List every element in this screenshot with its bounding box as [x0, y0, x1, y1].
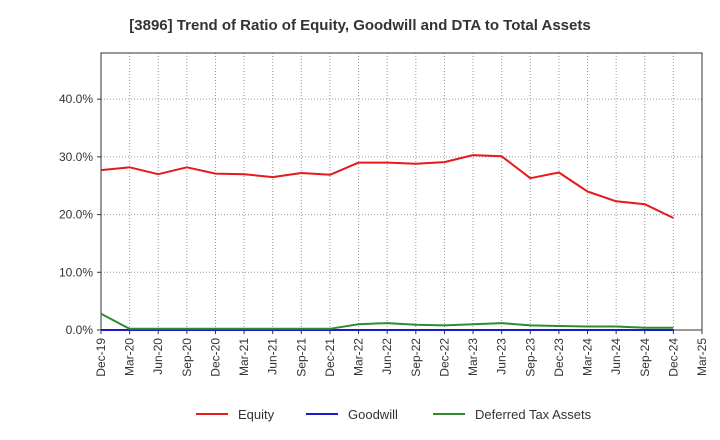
x-tick-label: Mar-21 [237, 338, 251, 376]
x-tick-label: Mar-22 [352, 338, 366, 376]
x-axis: Dec-19 Mar-20 Jun-20 Sep-20 Dec-20 Mar-21 Jun-… [94, 330, 709, 377]
y-tick-label: 20.0% [59, 208, 93, 222]
x-tick-label: Sep-24 [638, 338, 652, 377]
x-tick-label: Dec-19 [94, 338, 108, 377]
y-axis: 0.0% 10.0% 20.0% 30.0% 40.0% [59, 92, 101, 337]
x-tick-label: Mar-20 [123, 338, 137, 376]
y-tick-label: 10.0% [59, 265, 93, 279]
x-tick-label: Mar-23 [466, 338, 480, 376]
series-lines [100, 154, 674, 331]
x-tick-label: Dec-21 [323, 338, 337, 377]
x-tick-label: Dec-23 [552, 338, 566, 377]
x-tick-label: Jun-23 [495, 338, 509, 375]
x-tick-label: Jun-22 [380, 338, 394, 375]
x-tick-label: Mar-24 [581, 338, 595, 376]
x-tick-label: Sep-23 [523, 338, 537, 377]
chart-title: [3896] Trend of Ratio of Equity, Goodwil… [129, 17, 590, 34]
x-tick-label: Sep-22 [409, 338, 423, 377]
y-tick-label: 0.0% [66, 323, 94, 337]
x-tick-label: Mar-25 [695, 338, 709, 376]
x-tick-label: Jun-21 [266, 338, 280, 375]
legend-label-equity: Equity [238, 407, 275, 422]
grid [101, 53, 702, 330]
x-tick-label: Sep-21 [294, 338, 308, 377]
legend-label-goodwill: Goodwill [348, 407, 398, 422]
x-tick-label: Sep-20 [180, 338, 194, 377]
x-tick-label: Dec-24 [666, 338, 680, 377]
x-tick-label: Jun-24 [609, 338, 623, 375]
x-tick-label: Jun-20 [151, 338, 165, 375]
x-tick-label: Dec-22 [437, 338, 451, 377]
plot-frame [100, 52, 703, 331]
series-line-equity [100, 154, 674, 219]
x-tick-label: Dec-20 [208, 338, 222, 377]
series-line-deferred-tax-assets [100, 312, 674, 330]
y-tick-label: 30.0% [59, 150, 93, 164]
legend-label-deferred-tax-assets: Deferred Tax Assets [475, 407, 592, 422]
y-tick-label: 40.0% [59, 92, 93, 106]
legend: Equity Goodwill Deferred Tax Assets [196, 407, 592, 422]
